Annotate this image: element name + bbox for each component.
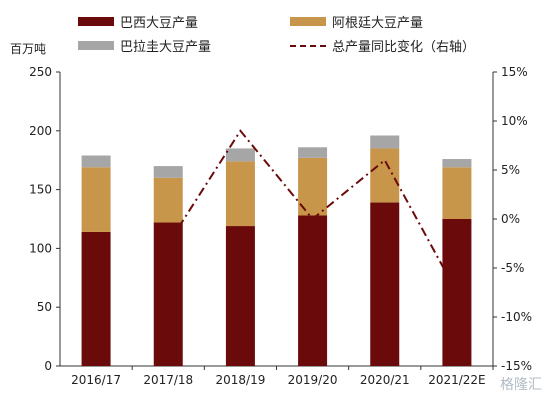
right-tick-label: -5% (501, 261, 524, 275)
bar-paraguay (298, 147, 328, 158)
left-tick-label: 0 (44, 359, 52, 373)
legend-swatch-argentina (290, 17, 326, 26)
left-tick-label: 250 (29, 65, 52, 79)
bar-paraguay (81, 155, 111, 168)
right-tick-label: -10% (501, 310, 532, 324)
legend-swatch-yoy (290, 44, 326, 47)
bar-brazil (81, 231, 111, 366)
x-tick-label: 2016/17 (71, 373, 121, 387)
bar-paraguay (153, 166, 183, 178)
bar-argentina (153, 177, 183, 223)
bar-brazil (370, 202, 400, 366)
x-tick-label: 2018/19 (215, 373, 265, 387)
left-tick-label: 50 (37, 300, 52, 314)
bar-brazil (153, 222, 183, 366)
left-tick-label: 150 (29, 183, 52, 197)
legend-swatch-paraguay (78, 41, 114, 50)
left-axis-unit: 百万吨 (10, 42, 47, 56)
left-tick-label: 100 (29, 241, 52, 255)
right-tick-label: -15% (501, 359, 532, 373)
left-tick-label: 200 (29, 124, 52, 138)
x-tick-label: 2020/21 (360, 373, 410, 387)
legend-swatch-brazil (78, 17, 114, 26)
bar-brazil (298, 215, 328, 366)
legend-label-brazil: 巴西大豆产量 (120, 16, 199, 31)
legend-label-paraguay: 巴拉圭大豆产量 (120, 40, 212, 55)
legend: 巴西大豆产量 阿根廷大豆产量 巴拉圭大豆产量 总产量同比变化（右轴） (0, 0, 550, 60)
legend-item-brazil: 巴西大豆产量 (78, 12, 198, 31)
right-tick-label: 15% (501, 65, 528, 79)
bar-paraguay (225, 148, 255, 162)
bar-paraguay (370, 135, 400, 149)
right-tick-label: 0% (501, 212, 520, 226)
right-tick-label: 5% (501, 163, 520, 177)
bar-argentina (81, 167, 111, 232)
legend-item-paraguay: 巴拉圭大豆产量 (78, 36, 211, 55)
bar-argentina (225, 161, 255, 227)
legend-item-argentina: 阿根廷大豆产量 (290, 12, 423, 31)
bar-brazil (225, 226, 255, 366)
legend-item-yoy: 总产量同比变化（右轴） (290, 36, 475, 55)
x-tick-label: 2021/22E (428, 373, 485, 387)
bar-argentina (370, 148, 400, 203)
legend-label-yoy: 总产量同比变化（右轴） (332, 40, 476, 55)
bar-argentina (442, 167, 472, 219)
watermark-text: 格隆汇 (500, 377, 542, 393)
bar-paraguay (442, 159, 472, 168)
x-tick-label: 2019/20 (288, 373, 338, 387)
x-tick-label: 2017/18 (143, 373, 193, 387)
right-tick-label: 10% (501, 114, 528, 128)
legend-label-argentina: 阿根廷大豆产量 (332, 16, 424, 31)
